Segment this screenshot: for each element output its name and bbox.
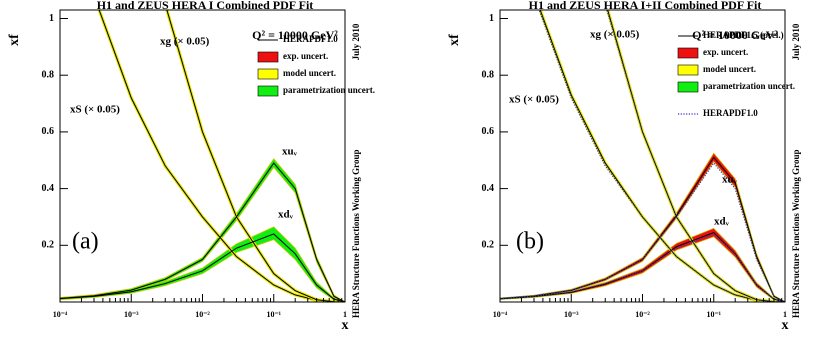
y-tick-label: 0.8 [482, 70, 495, 81]
y-tick-label: 0.6 [42, 126, 55, 137]
legend-label: exp. uncert. [703, 47, 748, 57]
legend-label: HERAPDF1.0 [703, 108, 758, 118]
curve-label: xg (× 0.05) [590, 29, 640, 41]
plot-area [500, 10, 785, 302]
annotation: Q² = 10000 GeV² [252, 28, 338, 42]
plot-area [60, 10, 345, 302]
uncertainty-band [500, 152, 785, 302]
y-tick-label: 0.4 [482, 183, 495, 194]
chart-title: H1 and ZEUS HERA I+II Combined PDF Fit [529, 0, 762, 12]
y-tick-label: 1 [489, 13, 494, 24]
curve [60, 162, 345, 302]
legend-swatch [677, 47, 699, 59]
x-tick-label: 1 [343, 310, 347, 319]
x-tick-label: 10⁻⁴ [493, 310, 508, 319]
curve [607, 10, 785, 302]
curve-label: xdᵥ [278, 209, 294, 221]
panel-label: (a) [72, 229, 99, 255]
x-axis-label: x [782, 318, 789, 333]
legend-label: model uncert. [703, 64, 756, 74]
reference-curve [500, 233, 785, 302]
x-tick-label: 10⁻⁴ [53, 310, 68, 319]
group-note: HERA Structure Functions Working Group [791, 149, 801, 318]
uncertainty-band [60, 158, 345, 302]
legend-swatch [257, 85, 279, 97]
legend-swatch [257, 68, 279, 80]
y-tick-label: 0.8 [42, 70, 55, 81]
x-tick-label: 10⁻¹ [266, 310, 281, 319]
legend-label: HERAPDF1.5 (prel.) [703, 30, 784, 40]
curve [500, 156, 785, 302]
y-axis-label: xf [7, 34, 22, 46]
y-tick-label: 0.2 [482, 240, 495, 251]
curve-label: xS (× 0.05) [509, 94, 559, 106]
curve-halo [606, 10, 785, 302]
legend-swatch [257, 51, 279, 63]
chart-title: H1 and ZEUS HERA I Combined PDF Fit [97, 0, 314, 12]
x-tick-label: 10⁻¹ [706, 310, 721, 319]
curve [60, 233, 345, 302]
y-tick-label: 1 [49, 13, 54, 24]
legend-label: parametrization uncert. [283, 85, 375, 95]
annotation: Q² = 10000 GeV² [692, 28, 778, 42]
y-tick-label: 0.6 [482, 126, 495, 137]
curve-halo [538, 10, 785, 302]
x-tick-label: 10⁻² [195, 310, 210, 319]
curve-label: xS (× 0.05) [70, 104, 120, 116]
x-tick-label: 10⁻³ [124, 310, 139, 319]
y-tick-label: 0.2 [42, 240, 55, 251]
y-tick-label: 0.4 [42, 183, 55, 194]
y-axis-label: xf [447, 34, 462, 46]
legend-swatch [677, 64, 699, 76]
reference-curve [606, 10, 785, 302]
curve-label: xdᵥ [714, 216, 730, 228]
curve-label: xuᵥ [282, 146, 298, 158]
date-note: July 2010 [351, 23, 361, 60]
x-axis-label: x [342, 318, 349, 333]
uncertainty-band [60, 226, 345, 302]
legend-label: HERAPDF1.0 [283, 34, 338, 44]
x-tick-label: 10⁻² [635, 310, 650, 319]
panel-label: (b) [516, 229, 544, 255]
date-note: July 2010 [791, 23, 801, 60]
legend-label: parametrization uncert. [703, 81, 795, 91]
curve [500, 231, 785, 302]
curve-label: xg (× 0.05) [160, 36, 210, 48]
group-note: HERA Structure Functions Working Group [351, 149, 361, 318]
reference-curve [538, 10, 785, 302]
legend-label: exp. uncert. [283, 51, 328, 61]
curve [539, 10, 785, 302]
legend-swatch [677, 81, 699, 93]
curve-label: xuᵥ [722, 174, 738, 186]
legend-label: model uncert. [283, 68, 336, 78]
x-tick-label: 1 [783, 310, 787, 319]
x-tick-label: 10⁻³ [564, 310, 579, 319]
